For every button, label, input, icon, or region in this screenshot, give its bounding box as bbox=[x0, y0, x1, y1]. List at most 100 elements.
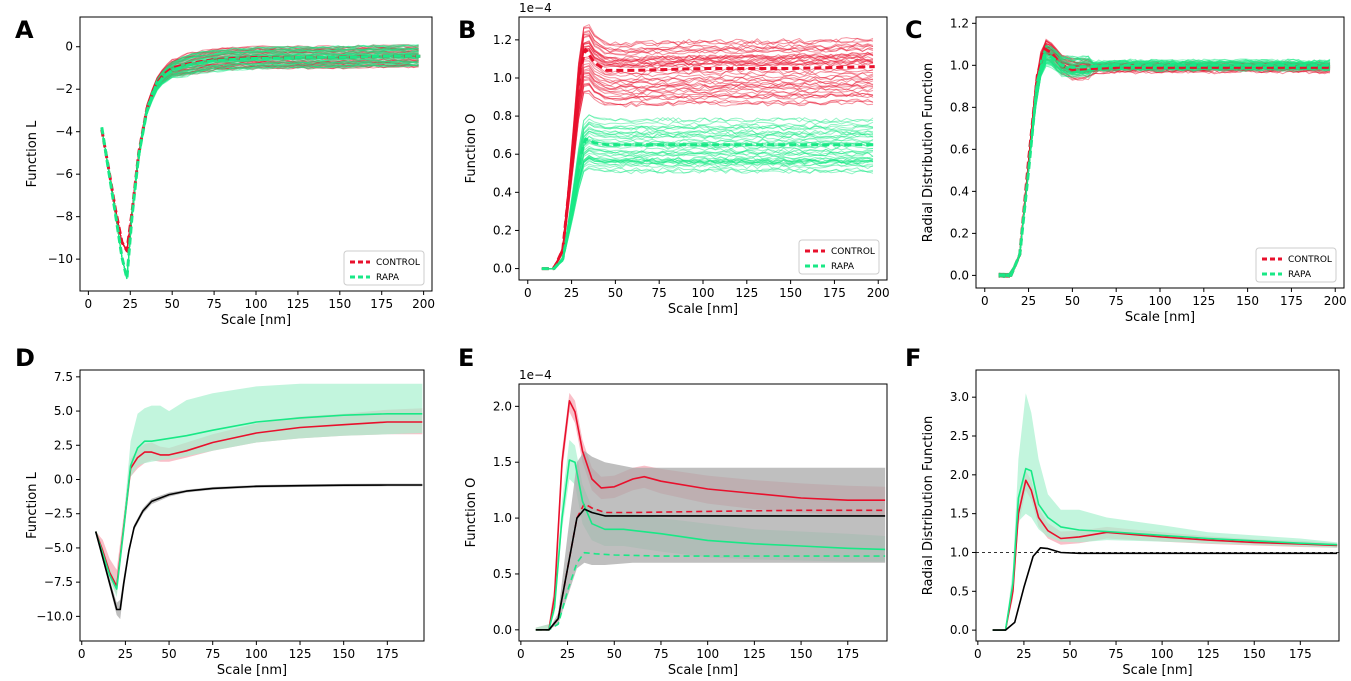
trace-control bbox=[998, 49, 1331, 277]
x-tick-label: 75 bbox=[1108, 647, 1123, 661]
legend: CONTROL RAPA bbox=[1255, 247, 1337, 283]
y-tick-label: 1.5 bbox=[950, 507, 969, 521]
trace-rapa bbox=[998, 55, 1331, 277]
trace-rapa bbox=[101, 48, 419, 278]
x-tick-label: 75 bbox=[205, 647, 220, 661]
trace-control bbox=[101, 57, 419, 253]
trace-control bbox=[541, 33, 874, 270]
trace-control bbox=[541, 72, 874, 270]
trace-control bbox=[998, 39, 1331, 278]
y-tick-label: 2.0 bbox=[493, 399, 512, 413]
trace-control bbox=[998, 49, 1331, 277]
trace-control bbox=[101, 46, 419, 252]
x-axis-label: Scale [nm] bbox=[668, 663, 738, 678]
y-tick-label: 0.6 bbox=[950, 142, 969, 156]
trace-control bbox=[101, 55, 419, 253]
trace-control bbox=[998, 46, 1331, 277]
y-tick-label: 1.2 bbox=[493, 33, 512, 47]
trace-rapa bbox=[998, 51, 1331, 278]
trace-control bbox=[101, 56, 419, 253]
trace-control bbox=[998, 47, 1331, 278]
y-axis-label: Function L bbox=[25, 120, 40, 187]
trace-control bbox=[541, 64, 874, 270]
trace-rapa bbox=[101, 49, 419, 279]
trace-control bbox=[998, 46, 1331, 276]
y-tick-label: 0.5 bbox=[950, 584, 969, 598]
trace-rapa bbox=[541, 141, 874, 270]
trace-rapa bbox=[101, 44, 419, 278]
x-tick-label: 150 bbox=[332, 647, 355, 661]
trace-rapa bbox=[101, 60, 419, 279]
trace-control bbox=[541, 71, 874, 270]
panel-letter: C bbox=[905, 16, 923, 44]
y-tick-label: −7.5 bbox=[44, 575, 73, 589]
trace-control bbox=[541, 50, 874, 270]
y-axis-label: Function O bbox=[464, 478, 479, 548]
panel-b: 0 25 50 75 100 125 150 175 200 0.0 0.2 0.4 0.6 0.8 1.0… bbox=[458, 1, 890, 317]
trace-rapa bbox=[541, 128, 874, 270]
x-tick-label: 75 bbox=[652, 286, 667, 300]
trace-rapa bbox=[101, 44, 419, 278]
plot-area bbox=[535, 392, 886, 631]
trace-rapa bbox=[998, 45, 1331, 279]
trace-rapa bbox=[998, 44, 1331, 277]
trace-rapa bbox=[101, 50, 419, 279]
trace-rapa bbox=[998, 63, 1331, 275]
panel-a: 0 25 50 75 100 125 150 175 200 −10 −8 −6 −4 −2 0 Scale … bbox=[15, 16, 435, 328]
trace-rapa bbox=[101, 55, 419, 279]
y-axis-label: Radial Distribution Function bbox=[921, 416, 936, 596]
trace-rapa bbox=[541, 136, 874, 270]
trace-control bbox=[998, 45, 1331, 278]
y-tick-label: 0.8 bbox=[950, 100, 969, 114]
trace-rapa bbox=[998, 54, 1331, 278]
trace-rapa bbox=[101, 44, 419, 278]
trace-control bbox=[998, 41, 1331, 278]
trace-control bbox=[101, 58, 419, 253]
trace-control bbox=[541, 83, 874, 270]
trace-rapa bbox=[998, 53, 1331, 278]
legend-frame bbox=[1255, 247, 1337, 283]
trace-rapa bbox=[541, 163, 874, 270]
trace-control bbox=[101, 65, 419, 254]
trace-rapa bbox=[101, 47, 419, 278]
trace-control bbox=[101, 59, 419, 253]
trace-rapa bbox=[998, 48, 1331, 278]
trace-control bbox=[998, 49, 1331, 279]
y-tick-label: 0.0 bbox=[54, 472, 73, 486]
trace-control bbox=[541, 60, 873, 270]
y-tick-label: −10 bbox=[48, 252, 73, 266]
trace-rapa bbox=[998, 48, 1331, 277]
trace-rapa bbox=[541, 167, 874, 270]
x-axis-label: Scale [nm] bbox=[668, 302, 738, 317]
x-tick-label: 75 bbox=[206, 297, 221, 311]
trace-rapa bbox=[101, 55, 419, 279]
trace-control bbox=[998, 46, 1331, 278]
trace-control bbox=[998, 52, 1331, 277]
y-tick-label: 0.2 bbox=[950, 226, 969, 240]
trace-rapa bbox=[541, 150, 874, 270]
trace-control bbox=[101, 55, 419, 253]
trace-control bbox=[541, 47, 874, 270]
trace-control bbox=[541, 40, 874, 270]
trace-control bbox=[998, 48, 1331, 276]
x-tick-label: 100 bbox=[692, 286, 715, 300]
trace-rapa bbox=[101, 55, 419, 279]
trace-control bbox=[541, 45, 874, 270]
x-tick-label: 175 bbox=[1280, 294, 1303, 308]
trace-control bbox=[998, 40, 1331, 278]
series-line-reference bbox=[992, 547, 1338, 631]
trace-rapa bbox=[541, 130, 874, 270]
trace-control bbox=[101, 65, 419, 254]
panel-letter: E bbox=[458, 344, 474, 372]
trace-control bbox=[101, 47, 419, 252]
x-tick-label: 100 bbox=[245, 297, 268, 311]
x-tick-label: 50 bbox=[1062, 647, 1077, 661]
trace-control bbox=[541, 35, 874, 270]
trace-rapa bbox=[998, 59, 1331, 277]
plot-area bbox=[976, 393, 1339, 631]
trace-control bbox=[541, 89, 874, 270]
trace-control bbox=[101, 60, 419, 253]
trace-control bbox=[101, 64, 419, 254]
trace-control bbox=[101, 61, 419, 253]
trace-rapa bbox=[998, 54, 1331, 276]
